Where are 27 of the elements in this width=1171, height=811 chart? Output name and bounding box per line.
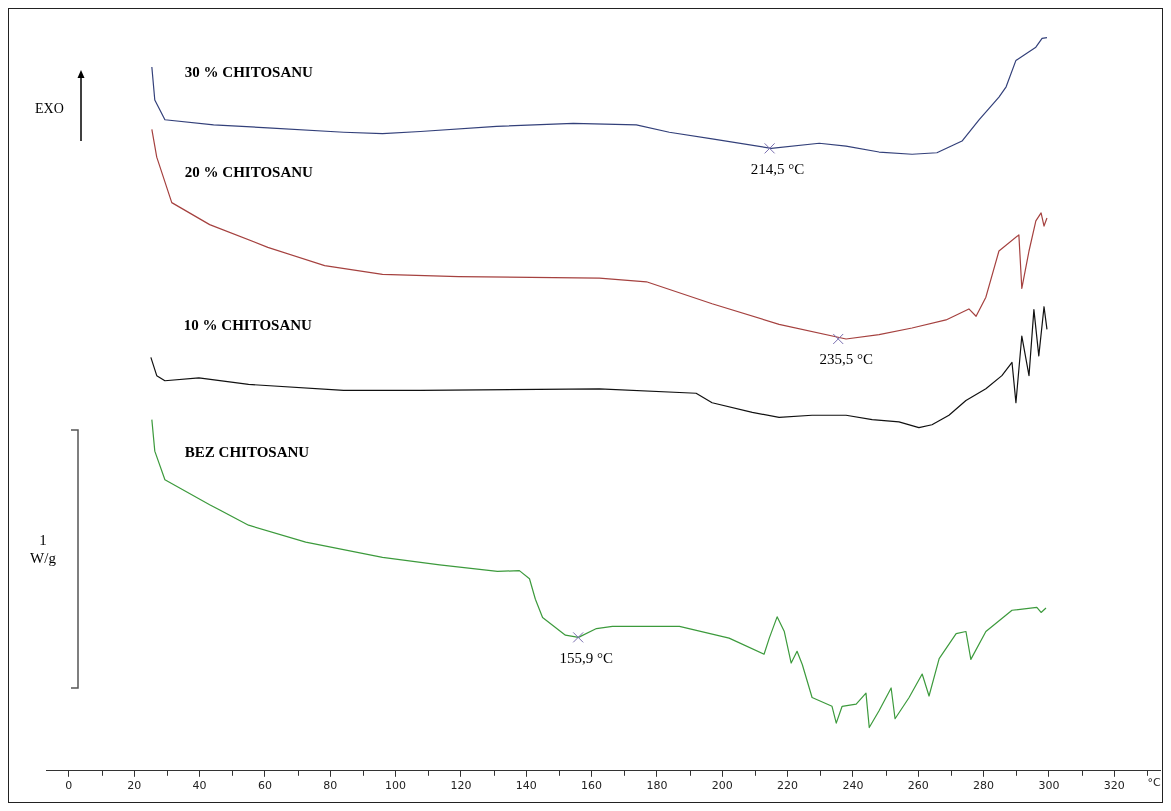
x-tick-label: 60 <box>257 779 272 793</box>
x-tick-label: 160 <box>581 779 603 793</box>
series-label: BEZ CHITOSANU <box>184 443 310 460</box>
x-tick-label: 40 <box>192 779 207 793</box>
x-tick-label: 280 <box>973 779 995 793</box>
annotation: EXO <box>35 101 64 117</box>
x-tick-label: 220 <box>777 779 799 793</box>
x-tick-label: 20 <box>127 779 142 793</box>
x-tick-label: 80 <box>323 779 338 793</box>
x-tick-label: 100 <box>385 779 407 793</box>
text: 10 % CHITOSANU <box>183 316 313 333</box>
x-tick-label: 240 <box>842 779 864 793</box>
x-tick-label: 300 <box>1038 779 1060 793</box>
x-tick-label: 0 <box>65 779 73 793</box>
annotation: 235,5 °C <box>819 351 873 368</box>
annotation: 155,9 °C <box>559 649 613 666</box>
x-tick-label: 140 <box>515 779 537 793</box>
x-tick-label: 180 <box>646 779 668 793</box>
x-tick-label: 120 <box>450 779 472 793</box>
x-axis-title: °C <box>1147 776 1161 790</box>
text: 30 % CHITOSANU <box>184 63 314 80</box>
annotation: 1 W/g <box>29 531 57 567</box>
annotation: 214,5 °C <box>750 160 805 177</box>
x-tick-label: 200 <box>711 779 733 793</box>
series-label: 20 % CHITOSANU <box>184 163 314 180</box>
x-tick-label: 320 <box>1103 779 1125 793</box>
x-tick-label: 260 <box>907 779 929 793</box>
